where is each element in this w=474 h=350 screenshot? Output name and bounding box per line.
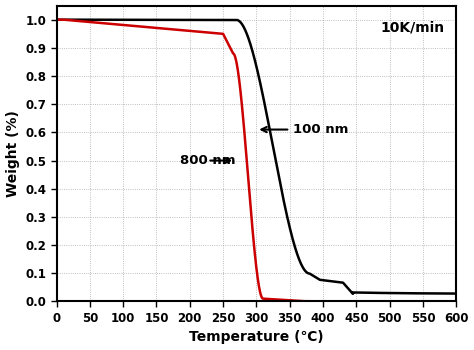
- X-axis label: Temperature (℃): Temperature (℃): [189, 330, 324, 344]
- Y-axis label: Weight (%): Weight (%): [6, 110, 19, 197]
- Text: 800 nm: 800 nm: [180, 154, 235, 167]
- Text: 10K/min: 10K/min: [380, 20, 444, 34]
- Text: 100 nm: 100 nm: [262, 123, 348, 136]
